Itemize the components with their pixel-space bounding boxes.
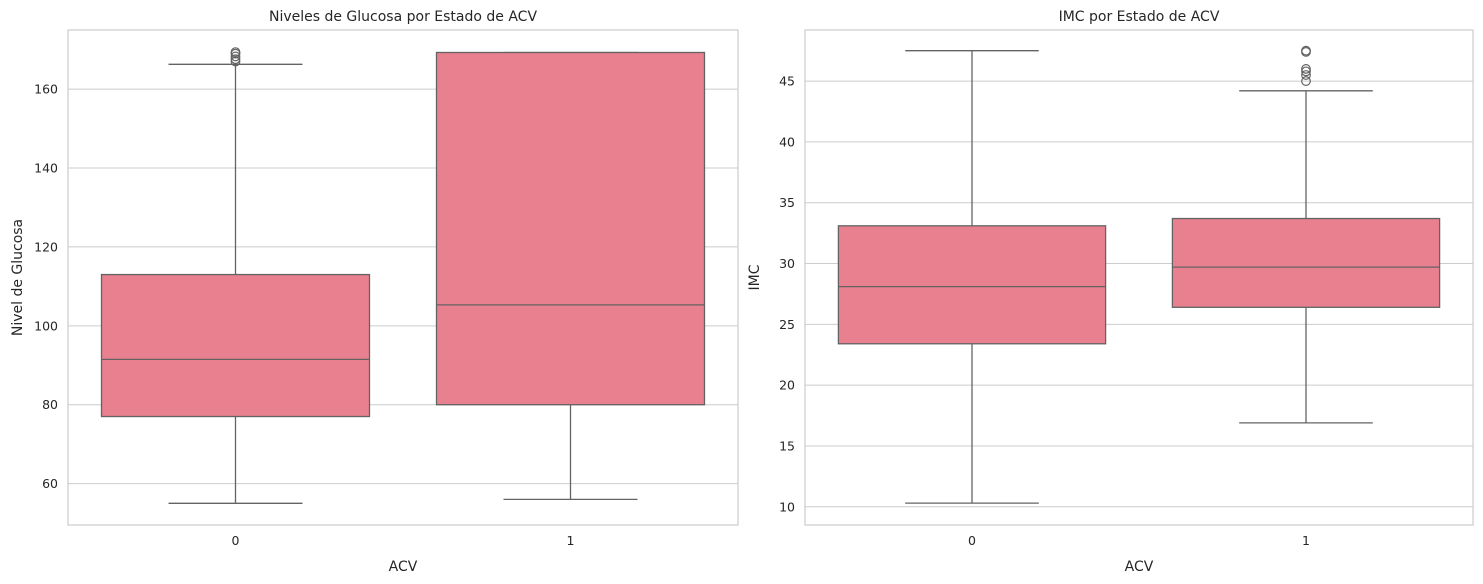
box-0 <box>100 273 371 418</box>
outlier-point <box>230 54 241 65</box>
y-tick-label: 25 <box>779 317 795 332</box>
y-tick-label: 140 <box>34 161 58 176</box>
plot-frame <box>67 29 739 526</box>
y-tick-label: 10 <box>779 499 795 514</box>
y-tick-label: 160 <box>34 82 58 97</box>
x-axis-label: ACV <box>1125 559 1154 575</box>
y-tick-label: 20 <box>779 378 795 393</box>
chart-title: IMC por Estado de ACV <box>1059 9 1220 25</box>
outlier-point <box>1301 76 1311 86</box>
box-0 <box>837 225 1107 345</box>
y-tick-label: 40 <box>779 134 795 149</box>
outlier-point <box>1301 70 1311 80</box>
box-1 <box>1171 217 1441 308</box>
x-tick-label: 1 <box>567 533 575 548</box>
y-axis-label: Nivel de Glucosa <box>10 219 26 336</box>
y-tick-label: 120 <box>34 239 58 254</box>
chart-panel-1: 10 15 20 25 30 35 40 45 0 1 IMC por Estado de ACV A… <box>747 9 1474 575</box>
outlier-point <box>230 56 241 67</box>
x-tick-label: 0 <box>232 533 240 548</box>
outlier-point <box>230 51 241 62</box>
chart-panel-0: 60 80 100 120 140 160 0 1 Niveles de Glucosa por… <box>10 9 739 575</box>
box-1 <box>435 51 706 406</box>
y-tick-label: 80 <box>42 397 58 412</box>
outlier-point <box>1301 64 1311 74</box>
y-tick-label: 35 <box>779 195 795 210</box>
y-tick-label: 15 <box>779 438 795 453</box>
x-tick-label: 1 <box>1302 533 1310 548</box>
chart-title: Niveles de Glucosa por Estado de ACV <box>269 9 537 25</box>
outlier-point <box>1301 45 1311 56</box>
y-tick-label: 100 <box>34 318 58 333</box>
y-tick-label: 30 <box>779 256 795 271</box>
y-axis-label: IMC <box>747 264 763 290</box>
plot-frame <box>804 29 1474 526</box>
outlier-point <box>1301 66 1311 77</box>
y-tick-label: 60 <box>42 476 58 491</box>
x-axis-label: ACV <box>389 559 418 575</box>
outlier-point <box>230 47 241 57</box>
x-tick-label: 0 <box>968 533 976 548</box>
y-tick-label: 45 <box>779 74 795 89</box>
